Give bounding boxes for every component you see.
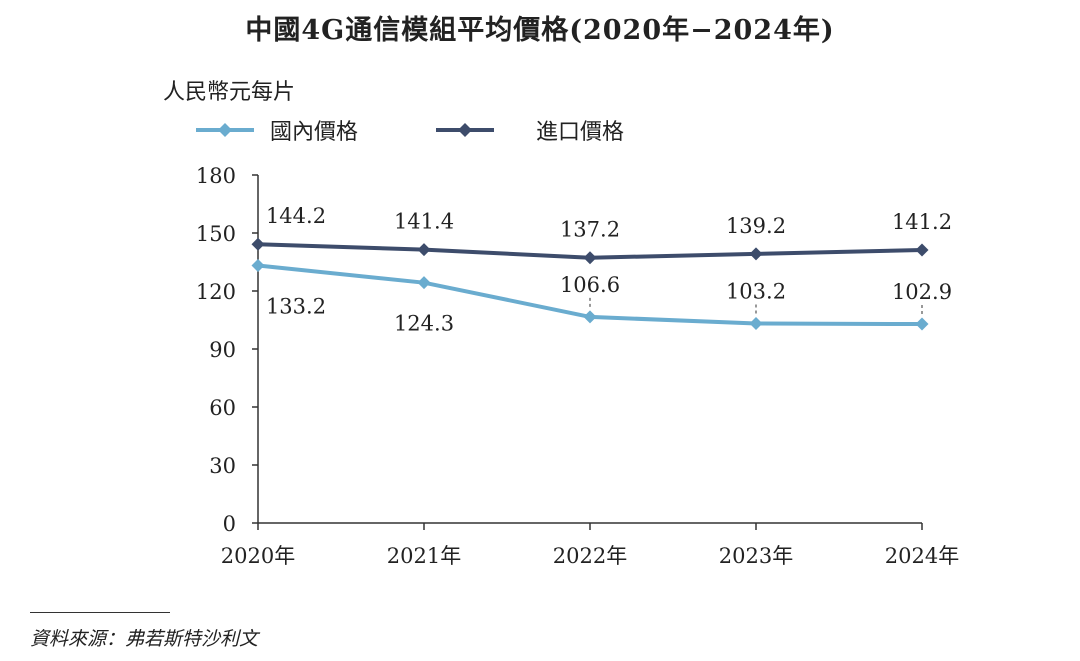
source-note: 資料來源：弗若斯特沙利文 [30, 628, 259, 650]
y-tick-label: 60 [209, 396, 236, 420]
x-tick-label: 2024年 [885, 544, 959, 568]
chart-title: 中國4G通信模組平均價格(2020年−2024年) [245, 15, 835, 46]
data-point-import [251, 237, 265, 251]
data-label-import: 139.2 [726, 214, 786, 238]
data-point-domestic [417, 276, 431, 290]
data-label-import: 141.2 [892, 210, 952, 234]
y-tick-label: 120 [196, 280, 236, 304]
data-point-import [915, 243, 929, 257]
legend-label-import: 進口價格 [536, 120, 625, 145]
x-tick-label: 2020年 [221, 544, 295, 568]
data-point-domestic [749, 316, 763, 330]
data-point-import [417, 243, 431, 257]
x-tick-label: 2022年 [553, 544, 627, 568]
legend-label-domestic: 國內價格 [270, 120, 359, 145]
y-tick-label: 150 [196, 222, 236, 246]
data-label-import: 141.4 [394, 210, 454, 234]
data-label-domestic: 124.3 [394, 312, 454, 336]
data-point-import [583, 251, 597, 265]
data-label-domestic: 102.9 [892, 280, 952, 304]
y-tick-label: 90 [209, 338, 236, 362]
data-point-domestic [251, 258, 265, 272]
source-divider [30, 612, 170, 613]
legend-marker-domestic [196, 123, 254, 137]
legend-marker-import [436, 123, 494, 137]
y-tick-label: 180 [196, 164, 236, 188]
data-point-domestic [915, 317, 929, 331]
y-axis-unit-label: 人民幣元每片 [163, 80, 296, 105]
data-point-domestic [583, 310, 597, 324]
data-label-import: 137.2 [560, 218, 620, 242]
x-tick-label: 2023年 [719, 544, 793, 568]
data-label-domestic: 106.6 [560, 273, 620, 297]
data-label-domestic: 133.2 [266, 294, 326, 318]
data-label-domestic: 103.2 [726, 279, 786, 303]
legend-item-import: 進口價格 [434, 114, 624, 146]
legend-item-domestic: 國內價格 [194, 114, 358, 146]
y-tick-label: 30 [209, 454, 236, 478]
data-point-import [749, 247, 763, 261]
data-label-import: 144.2 [266, 204, 326, 228]
y-tick-label: 0 [223, 512, 236, 536]
x-tick-label: 2021年 [387, 544, 461, 568]
